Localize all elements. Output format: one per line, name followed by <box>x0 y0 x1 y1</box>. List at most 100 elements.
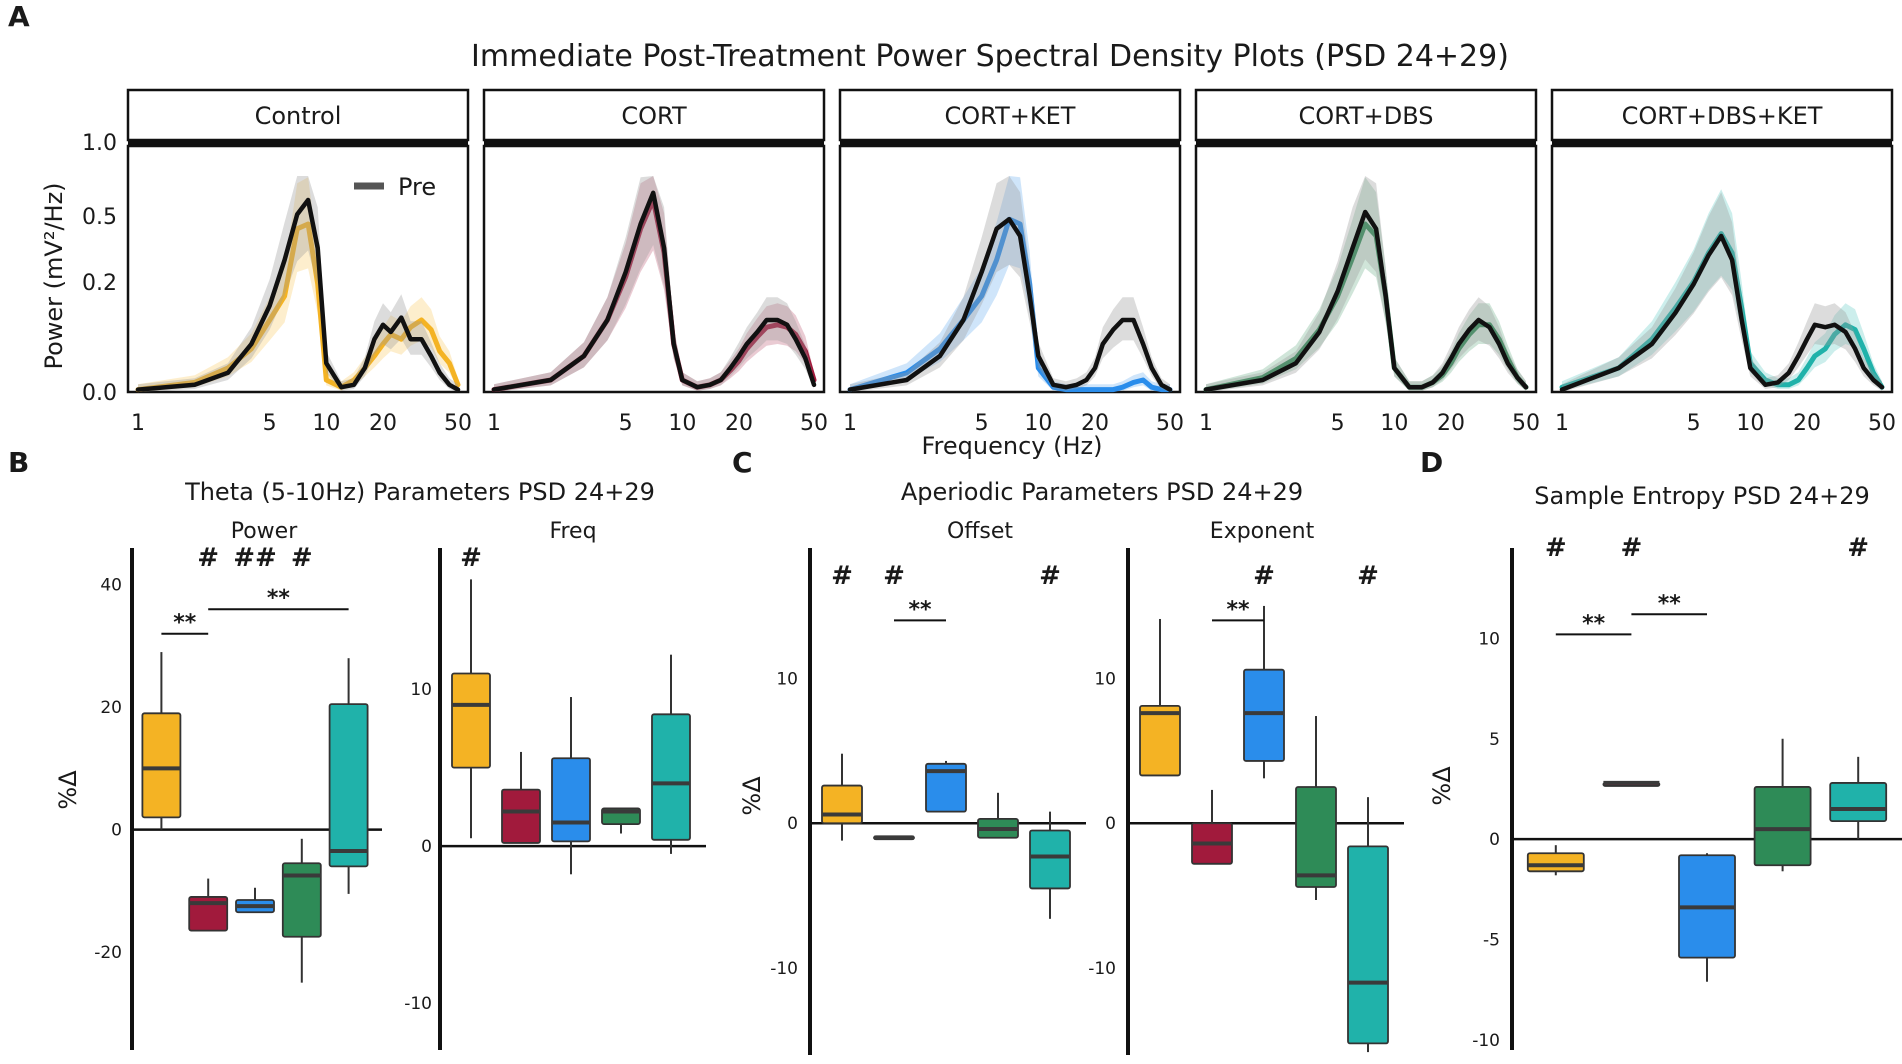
psd-y-tick: 0.2 <box>82 271 117 296</box>
box-cort-dbs <box>1753 786 1812 867</box>
theta-ylabel: %Δ <box>54 770 82 810</box>
psd-pre-line-band <box>494 176 814 392</box>
y-tick: 0 <box>787 814 798 834</box>
psd-frame <box>838 144 1182 394</box>
psd-pre-line <box>1559 233 1885 392</box>
panel-letter-c: C <box>732 446 753 479</box>
box-cort-dbs-ket <box>1029 829 1071 890</box>
psd-x-tick: 10 <box>1380 411 1408 436</box>
box-cort-dbs-ket <box>328 703 369 868</box>
psd-pre-line <box>491 190 817 392</box>
y-tick: 0 <box>1105 814 1116 834</box>
psd-x-tick: 1 <box>843 411 857 436</box>
psd-pre-line-band <box>1562 192 1882 392</box>
significance-hash: # <box>1253 561 1275 591</box>
panel-letter-b: B <box>8 446 29 479</box>
significance-hash: # <box>1039 561 1061 591</box>
entropy-ylabel: %Δ <box>1428 766 1456 806</box>
legend-label: Pre <box>398 173 436 201</box>
psd-x-tick: 5 <box>975 411 989 436</box>
psd-frame <box>482 144 826 394</box>
psd-post-line-band <box>1562 189 1882 391</box>
psd-x-tick: 1 <box>131 411 145 436</box>
box-cort-dbs-ket <box>651 713 691 841</box>
psd-x-tick: 10 <box>1736 411 1764 436</box>
significance-hash: # <box>883 561 905 591</box>
psd-strip-bar <box>1196 140 1536 147</box>
psd-frame <box>1194 144 1538 394</box>
psd-strip-label: Control <box>255 102 342 130</box>
psd-x-tick: 20 <box>1081 411 1109 436</box>
psd-post-line <box>847 216 1173 393</box>
y-tick: -10 <box>1472 1031 1500 1051</box>
psd-pre-line <box>1203 209 1529 392</box>
psd-post-line-band <box>1206 177 1526 392</box>
theta-freq-title: Freq <box>549 519 596 544</box>
y-tick: 0 <box>421 837 432 857</box>
psd-x-tick: 20 <box>725 411 753 436</box>
psd-strip <box>1550 88 1894 142</box>
y-tick: -10 <box>404 994 432 1014</box>
psd-panel-cort-ket: CORT+KET 1 5 10 20 50 <box>838 88 1184 436</box>
psd-x-tick: 50 <box>800 411 828 436</box>
psd-x-tick: 10 <box>312 411 340 436</box>
entropy-title: Sample Entropy PSD 24+29 <box>1534 482 1870 510</box>
psd-x-tick: 50 <box>1512 411 1540 436</box>
psd-post-line-band <box>494 176 814 392</box>
psd-strip-bar <box>840 140 1180 147</box>
psd-ylabel: Power (mV²/Hz) <box>40 182 68 369</box>
box-control <box>1139 704 1181 777</box>
aperiodic-offset-subplot: 100-10# # #** <box>770 548 1086 1055</box>
aperiodic-exponent-title: Exponent <box>1210 519 1315 544</box>
aperiodic-offset-title: Offset <box>947 519 1013 544</box>
y-tick: -20 <box>94 943 122 963</box>
psd-x-tick: 20 <box>369 411 397 436</box>
psd-post-line <box>135 221 461 393</box>
y-tick: -10 <box>770 959 798 979</box>
box-cort-dbs-ket <box>1347 845 1389 1045</box>
psd-pre-line <box>135 197 461 392</box>
box-cort-dbs <box>1295 786 1337 888</box>
theta-title: Theta (5-10Hz) Parameters PSD 24+29 <box>184 478 655 506</box>
significance-stars: ** <box>908 597 932 622</box>
psd-x-tick: 10 <box>668 411 696 436</box>
significance-stars: ** <box>1658 591 1682 616</box>
significance-hash: # <box>197 543 219 573</box>
psd-frame <box>1550 144 1894 394</box>
significance-hash: # <box>460 543 482 573</box>
psd-x-tick: 50 <box>444 411 472 436</box>
box-control <box>1526 852 1585 873</box>
significance-hash: ## <box>233 543 277 573</box>
psd-x-tick: 50 <box>1868 411 1896 436</box>
theta-freq-subplot: 10 0 -10 # <box>404 543 706 1050</box>
significance-hash: # <box>1847 533 1869 563</box>
box-control <box>451 672 491 769</box>
psd-title: Immediate Post-Treatment Power Spectral … <box>471 39 1509 74</box>
psd-y-tick: 1.0 <box>82 131 117 156</box>
y-tick: 10 <box>1478 629 1500 649</box>
psd-y-tick: 0.5 <box>82 205 117 230</box>
box-cort-dbs <box>281 862 322 938</box>
aperiodic-ylabel: %Δ <box>738 776 766 816</box>
psd-pre-line-band <box>1206 176 1526 392</box>
psd-x-tick: 5 <box>263 411 277 436</box>
box-cort-ket <box>925 762 967 813</box>
y-tick: 10 <box>776 669 798 689</box>
psd-strip-bar <box>128 140 468 147</box>
significance-stars: ** <box>1582 611 1606 636</box>
psd-xlabel: Frequency (Hz) <box>922 432 1103 460</box>
y-tick: -5 <box>1483 931 1500 951</box>
psd-x-tick: 50 <box>1156 411 1184 436</box>
psd-x-tick: 20 <box>1793 411 1821 436</box>
y-tick: 0 <box>1489 830 1500 850</box>
y-tick: 0 <box>111 821 122 841</box>
y-tick: 10 <box>410 680 432 700</box>
psd-x-tick: 1 <box>487 411 501 436</box>
y-tick: 40 <box>100 576 122 596</box>
psd-strip-label: CORT+DBS <box>1298 102 1433 130</box>
psd-panel-cort-dbs: CORT+DBS 1 5 10 20 50 <box>1194 88 1540 436</box>
psd-strip <box>482 88 826 142</box>
significance-stars: ** <box>267 586 291 611</box>
